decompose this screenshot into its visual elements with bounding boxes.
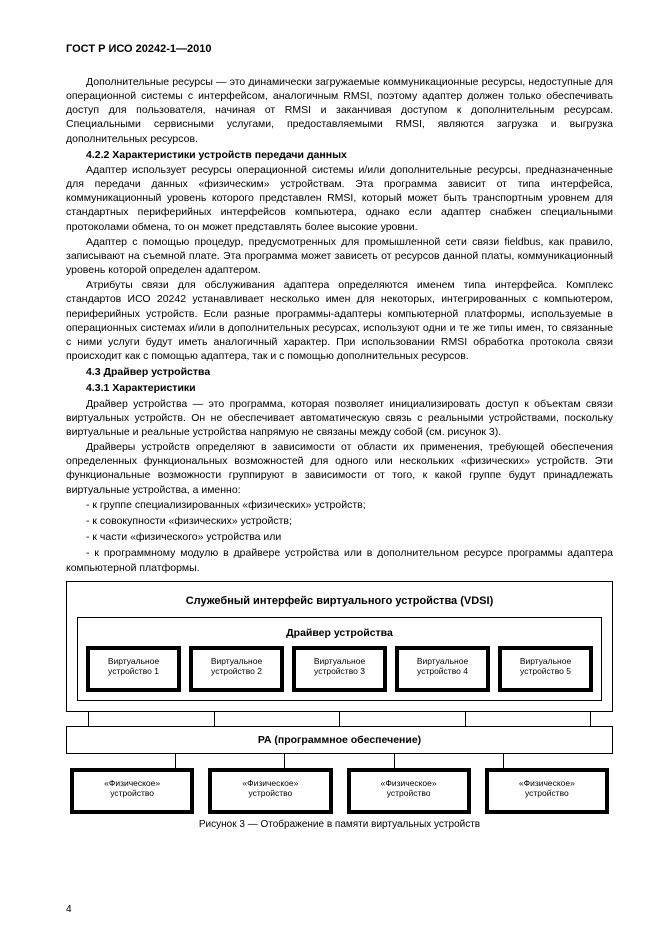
- physical-devices-row: «Физическое» устройство «Физическое» уст…: [66, 768, 613, 814]
- label: «Физическое»: [519, 778, 575, 788]
- connector: [465, 712, 466, 726]
- label: Виртуальное: [108, 656, 159, 666]
- label: «Физическое»: [242, 778, 298, 788]
- physical-device-3: «Физическое» устройство: [347, 768, 471, 814]
- figure-caption: Рисунок 3 — Отображение в памяти виртуал…: [66, 818, 613, 832]
- physical-device-4: «Физическое» устройство: [485, 768, 609, 814]
- list-item: - к группе специализированных «физически…: [66, 498, 613, 512]
- label: Виртуальное: [520, 656, 571, 666]
- label: устройство 4: [417, 666, 468, 676]
- virtual-devices-row: Виртуальное устройство 1 Виртуальное уст…: [86, 646, 593, 692]
- physical-device-1: «Физическое» устройство: [70, 768, 194, 814]
- pa-box: РА (программное обеспечение): [66, 726, 613, 754]
- physical-device-2: «Физическое» устройство: [208, 768, 332, 814]
- heading-4-3: 4.3 Драйвер устройства: [66, 365, 613, 379]
- list-item: - к программному модулю в драйвере устро…: [66, 546, 613, 574]
- label: Виртуальное: [417, 656, 468, 666]
- label: Виртуальное: [314, 656, 365, 666]
- page: ГОСТ Р ИСО 20242-1—2010 Дополнительные р…: [0, 0, 661, 936]
- vdsi-title: Служебный интерфейс виртуального устройс…: [77, 590, 602, 617]
- virtual-device-4: Виртуальное устройство 4: [395, 646, 490, 692]
- connector: [214, 712, 215, 726]
- paragraph: Адаптер использует ресурсы операционной …: [66, 163, 613, 234]
- label: Виртуальное: [211, 656, 262, 666]
- label: устройство: [525, 788, 569, 798]
- label: устройство: [387, 788, 431, 798]
- heading-4-2-2: 4.2.2 Характеристики устройств передачи …: [66, 148, 613, 162]
- connectors-bottom: [66, 754, 613, 768]
- virtual-device-5: Виртуальное устройство 5: [498, 646, 593, 692]
- label: устройство 5: [520, 666, 571, 676]
- list-item: - к части «физического» устройства или: [66, 530, 613, 544]
- list-item: - к совокупности «физических» устройств;: [66, 514, 613, 528]
- virtual-device-2: Виртуальное устройство 2: [189, 646, 284, 692]
- driver-title: Драйвер устройства: [86, 624, 593, 646]
- connector: [590, 712, 591, 726]
- figure-3: Служебный интерфейс виртуального устройс…: [66, 581, 613, 832]
- figure-outer-box: Служебный интерфейс виртуального устройс…: [66, 581, 613, 712]
- connector: [284, 754, 285, 768]
- label: устройство: [248, 788, 292, 798]
- heading-4-3-1: 4.3.1 Характеристики: [66, 381, 613, 395]
- paragraph: Дополнительные ресурсы — это динамически…: [66, 75, 613, 146]
- page-number: 4: [66, 903, 72, 917]
- virtual-device-1: Виртуальное устройство 1: [86, 646, 181, 692]
- connector: [339, 712, 340, 726]
- paragraph: Драйверы устройств определяют в зависимо…: [66, 440, 613, 497]
- doc-header: ГОСТ Р ИСО 20242-1—2010: [66, 42, 613, 57]
- paragraph: Атрибуты связи для обслуживания адаптера…: [66, 278, 613, 363]
- label: устройство 2: [211, 666, 262, 676]
- connector: [503, 754, 504, 768]
- label: устройство 3: [314, 666, 365, 676]
- connector: [88, 712, 89, 726]
- label: «Физическое»: [104, 778, 160, 788]
- connectors-top: [66, 712, 613, 726]
- label: устройство 1: [108, 666, 159, 676]
- paragraph: Адаптер с помощью процедур, предусмотрен…: [66, 235, 613, 278]
- driver-box: Драйвер устройства Виртуальное устройств…: [77, 617, 602, 701]
- virtual-device-3: Виртуальное устройство 3: [292, 646, 387, 692]
- connector: [394, 754, 395, 768]
- paragraph: Драйвер устройства — это программа, кото…: [66, 397, 613, 440]
- label: «Физическое»: [381, 778, 437, 788]
- label: устройство: [110, 788, 154, 798]
- connector: [175, 754, 176, 768]
